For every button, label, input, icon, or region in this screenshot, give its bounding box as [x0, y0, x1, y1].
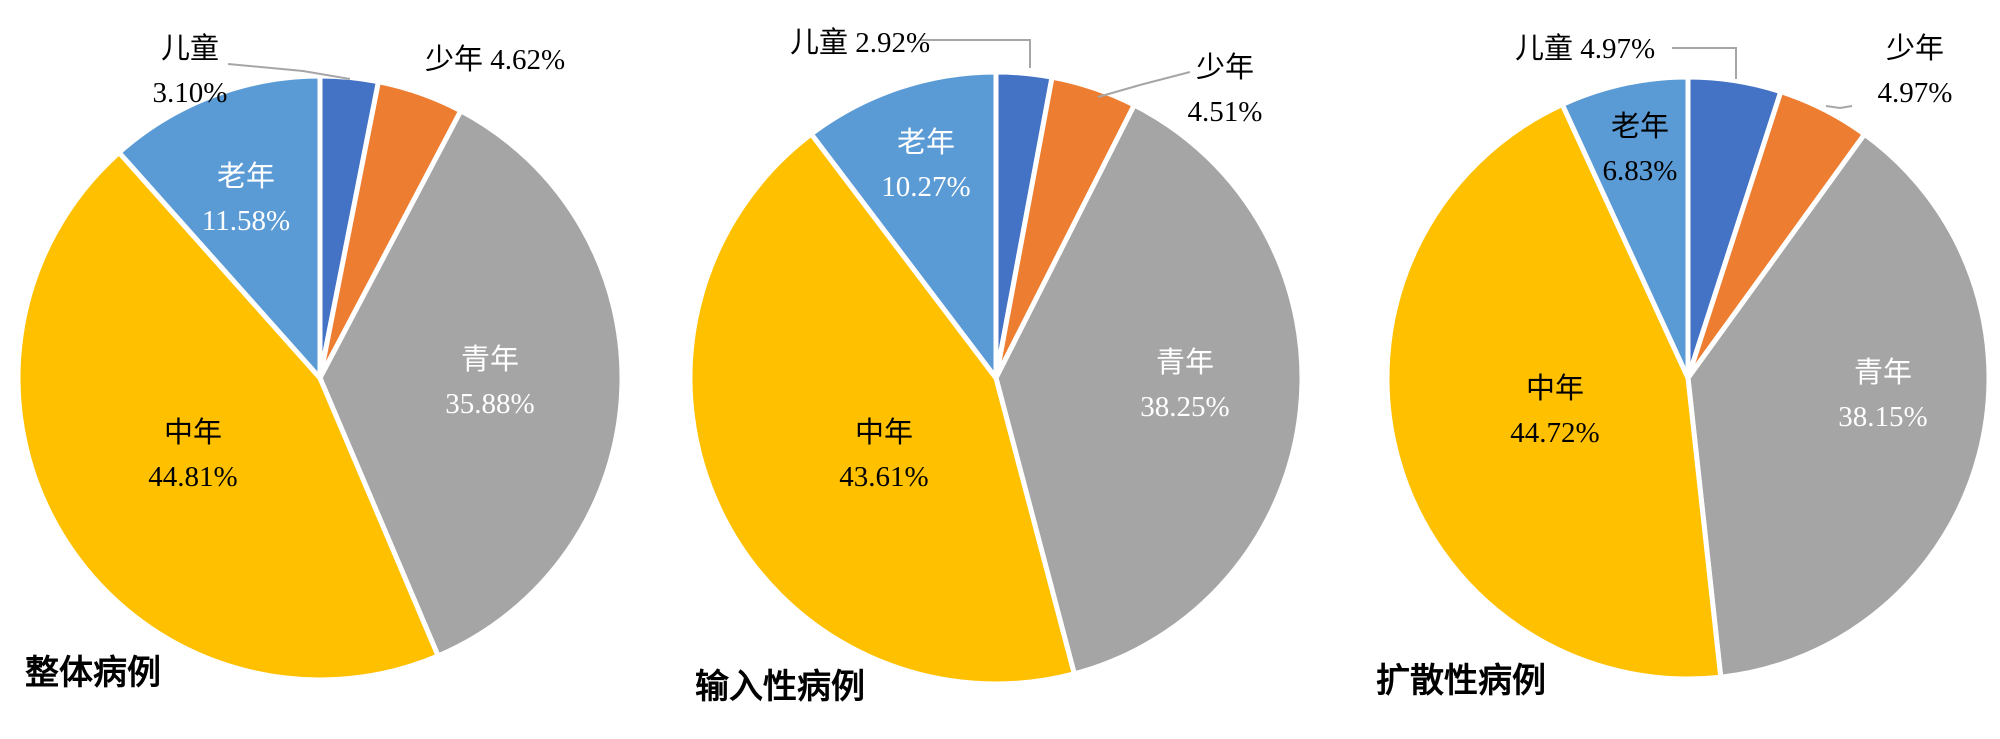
leader-line-spread-teen: [1825, 105, 1853, 110]
chart-title-imported: 输入性病例: [695, 667, 865, 707]
chart-title-spread: 扩散性病例: [1376, 661, 1546, 701]
leader-line-spread-child: [1672, 47, 1737, 79]
pie-chart-overall: 儿童 3.10% 少年 4.62% 青年 35.88% 中年 44.81% 老年 11.58% 整…: [15, 32, 625, 693]
data-label-overall-elderly-category: 老年: [217, 160, 275, 193]
slice-spread-youth: [1685, 131, 1992, 680]
data-label-overall-middle-age-value: 44.81%: [148, 461, 237, 493]
data-label-overall-middle-age-category: 中年: [164, 416, 222, 449]
data-label-spread-middle-age-value: 44.72%: [1510, 417, 1599, 449]
data-label-overall-youth-value: 35.88%: [445, 388, 534, 420]
data-label-imported-youth-category: 青年: [1156, 346, 1214, 379]
data-label-imported-middle-age-value: 43.61%: [839, 461, 928, 493]
slice-spread-elderly: [1559, 74, 1691, 381]
data-label-spread-teen-category: 少年: [1886, 32, 1944, 65]
leader-line-imported-teen: [1097, 71, 1191, 98]
data-label-imported-elderly-category: 老年: [897, 126, 955, 159]
data-label-overall-teen-full: 少年 4.62%: [425, 43, 565, 76]
data-label-spread-elderly-category: 老年: [1611, 110, 1669, 143]
data-label-spread-teen-value: 4.97%: [1878, 77, 1953, 109]
data-label-spread-youth-value: 38.15%: [1838, 401, 1927, 433]
data-label-imported-elderly-value: 10.27%: [881, 171, 970, 203]
slice-imported-elderly: [808, 69, 999, 381]
data-label-imported-teen-value: 4.51%: [1188, 96, 1263, 128]
pie-chart-imported: 儿童 2.92% 少年 4.51% 青年 38.25% 中年 43.61% 老年 10.27% 输…: [687, 26, 1305, 707]
data-label-spread-youth-category: 青年: [1854, 356, 1912, 389]
slice-imported-youth: [993, 102, 1305, 677]
data-label-overall-youth-category: 青年: [461, 343, 519, 376]
pie-chart-spread: 儿童 4.97% 少年 4.97% 青年 38.15% 中年 44.72% 老年 6.83% 扩散…: [1376, 32, 1992, 701]
leader-line-imported-child: [920, 39, 1031, 68]
data-label-imported-youth-value: 38.25%: [1140, 391, 1229, 423]
data-label-spread-middle-age-category: 中年: [1526, 372, 1584, 405]
slice-overall-youth: [317, 108, 625, 659]
data-label-spread-child-full: 儿童 4.97%: [1515, 32, 1655, 65]
data-label-overall-child-value: 3.10%: [153, 77, 228, 109]
data-label-spread-elderly-value: 6.83%: [1603, 155, 1678, 187]
data-label-overall-child-category: 儿童: [161, 32, 219, 65]
data-label-overall-elderly-value: 11.58%: [202, 205, 290, 237]
slice-overall-elderly: [116, 73, 323, 381]
slice-spread-middle-age: [1384, 101, 1724, 682]
data-label-imported-child-full: 儿童 2.92%: [790, 26, 930, 59]
leader-line-overall-child: [227, 63, 351, 80]
data-label-imported-teen-category: 少年: [1196, 51, 1254, 84]
slice-imported-middle-age: [687, 131, 1077, 687]
slice-overall-middle-age: [15, 149, 441, 683]
chart-title-overall: 整体病例: [25, 653, 161, 693]
data-label-imported-middle-age-category: 中年: [855, 416, 913, 449]
